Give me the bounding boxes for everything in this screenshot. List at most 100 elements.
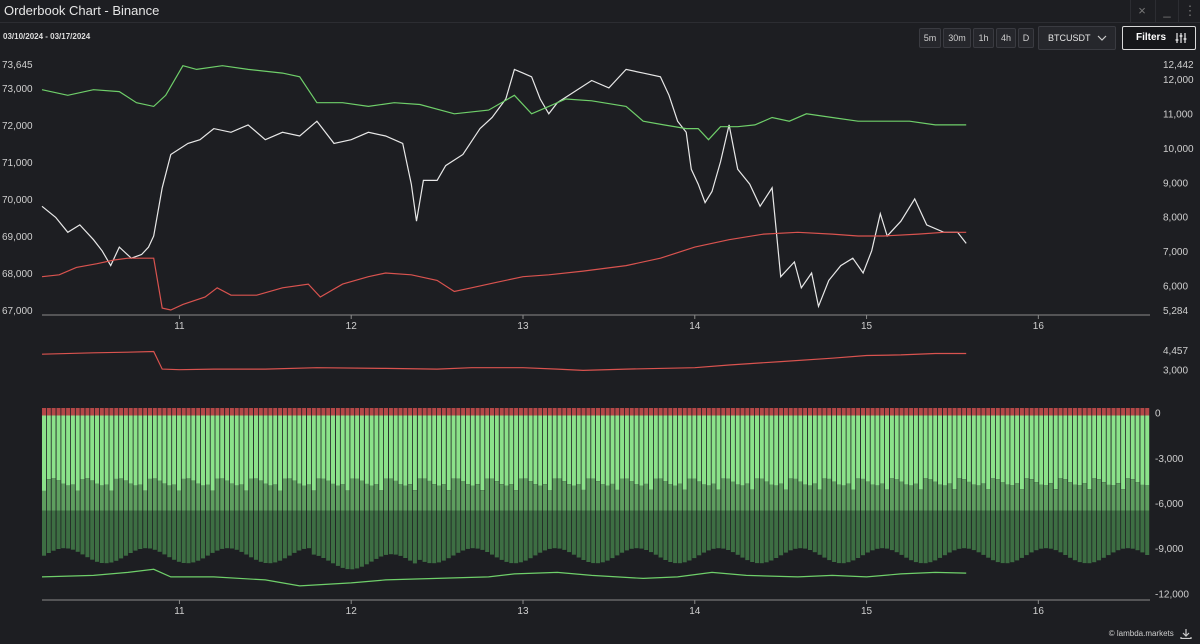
depth-bar-dark: [456, 510, 461, 553]
symbol-select[interactable]: BTCUSDT: [1038, 26, 1116, 50]
depth-bar-mid: [480, 490, 485, 511]
depth-bar-top: [1111, 408, 1116, 416]
depth-bar-dark: [326, 510, 331, 561]
depth-bar-mid: [966, 481, 971, 511]
right-axis-tick: 10,000: [1163, 144, 1194, 155]
depth-bar-light: [1087, 415, 1092, 490]
depth-bar-light: [596, 415, 601, 482]
depth-bar-dark: [412, 510, 417, 564]
depth-bar-top: [1068, 408, 1073, 416]
depth-bar-dark: [90, 510, 95, 560]
depth-bar-top: [726, 408, 731, 416]
orderbook-chart[interactable]: 73,645 73,000 72,000 71,000 70,000 69,000 68,0…: [0, 54, 1200, 644]
depth-bar-dark: [783, 510, 788, 553]
depth-bar-mid: [567, 484, 572, 511]
depth-bar-light: [788, 415, 793, 479]
brand-footer[interactable]: © lambda.markets: [1109, 629, 1192, 640]
depth-bar-dark: [504, 510, 509, 562]
depth-bar-top: [422, 408, 427, 416]
depth-bar-light: [991, 415, 996, 479]
depth-bar-mid: [755, 478, 760, 511]
depth-bar-mid: [1010, 485, 1015, 511]
depth-bar-light: [673, 415, 678, 486]
depth-bar-mid: [928, 479, 933, 511]
timeframe-5m-button[interactable]: 5m: [919, 28, 941, 48]
depth-bar-mid: [244, 490, 249, 511]
depth-bar-light: [205, 415, 210, 485]
depth-bar-light: [46, 415, 51, 479]
depth-bar-mid: [85, 478, 90, 511]
depth-bar-dark: [1077, 510, 1082, 563]
timeframe-d-button[interactable]: D: [1018, 28, 1034, 48]
depth-bar-dark: [350, 510, 355, 570]
depth-bar-dark: [596, 510, 601, 564]
depth-bar-top: [774, 408, 779, 416]
depth-bar-dark: [46, 510, 51, 553]
depth-bar-dark: [485, 510, 490, 552]
depth-bar-mid: [1101, 482, 1106, 511]
depth-bar-top: [446, 408, 451, 416]
depth-bar-top: [258, 408, 263, 416]
depth-bar-dark: [480, 510, 485, 550]
depth-bar-top: [196, 408, 201, 416]
depth-bar-mid: [292, 480, 297, 511]
depth-bar-mid: [509, 484, 514, 511]
depth-bar-dark: [263, 510, 268, 563]
depth-bar-light: [90, 415, 95, 481]
depth-bar-top: [186, 408, 191, 416]
depth-bar-top: [1145, 408, 1150, 416]
depth-bar-light: [639, 415, 644, 486]
depth-bar-light: [562, 415, 567, 482]
depth-bar-top: [673, 408, 678, 416]
download-icon[interactable]: [1180, 629, 1192, 640]
depth-bar-top: [885, 408, 890, 416]
depth-bar-top: [1125, 408, 1130, 416]
depth-bar-light: [133, 415, 138, 486]
depth-bar-mid: [254, 478, 259, 511]
depth-bar-top: [379, 408, 384, 416]
depth-bar-mid: [1005, 484, 1010, 511]
depth-bar-dark: [369, 510, 374, 562]
depth-bar-light: [904, 415, 909, 485]
depth-bar-mid: [962, 479, 967, 511]
depth-bar-top: [677, 408, 682, 416]
left-axis-tick: 73,645: [2, 60, 33, 71]
depth-bar-light: [692, 415, 697, 479]
depth-bar-top: [307, 408, 312, 416]
depth-bar-mid: [591, 478, 596, 511]
depth-bar-mid: [99, 485, 104, 511]
depth-bar-dark: [1068, 510, 1073, 558]
depth-bar-mid: [61, 483, 66, 511]
depth-bar-mid: [952, 489, 957, 511]
depth-bar-top: [981, 408, 986, 416]
depth-bar-light: [658, 415, 663, 479]
depth-bar-mid: [152, 478, 157, 511]
depth-bar-mid: [128, 483, 133, 511]
depth-bar-dark: [225, 510, 230, 549]
depth-bar-mid: [596, 481, 601, 511]
depth-bar-dark: [80, 510, 85, 555]
timeframe-1h-button[interactable]: 1h: [973, 28, 994, 48]
depth-bar-light: [321, 415, 326, 479]
left-axis-tick: 71,000: [2, 158, 33, 169]
depth-bar-dark: [234, 510, 239, 550]
filters-button[interactable]: Filters: [1122, 26, 1196, 50]
depth-bar-light: [981, 415, 986, 484]
minimize-icon[interactable]: _: [1155, 0, 1178, 22]
depth-bar-mid: [986, 489, 991, 511]
depth-bar-light: [947, 415, 952, 484]
timeframe-30m-button[interactable]: 30m: [943, 28, 971, 48]
depth-bar-top: [557, 408, 562, 416]
depth-bar-mid: [441, 484, 446, 511]
timeframe-4h-button[interactable]: 4h: [996, 28, 1016, 48]
depth-bar-dark: [1140, 510, 1145, 553]
depth-bar-top: [841, 408, 846, 416]
depth-bar-top: [697, 408, 702, 416]
depth-bar-light: [494, 415, 499, 481]
depth-bar-dark: [1048, 510, 1053, 549]
depth-bar-mid: [923, 478, 928, 511]
close-icon[interactable]: ×: [1130, 0, 1153, 22]
depth-bar-top: [239, 408, 244, 416]
depth-bar-mid: [75, 490, 80, 511]
more-options-icon[interactable]: ⋮: [1178, 0, 1200, 22]
